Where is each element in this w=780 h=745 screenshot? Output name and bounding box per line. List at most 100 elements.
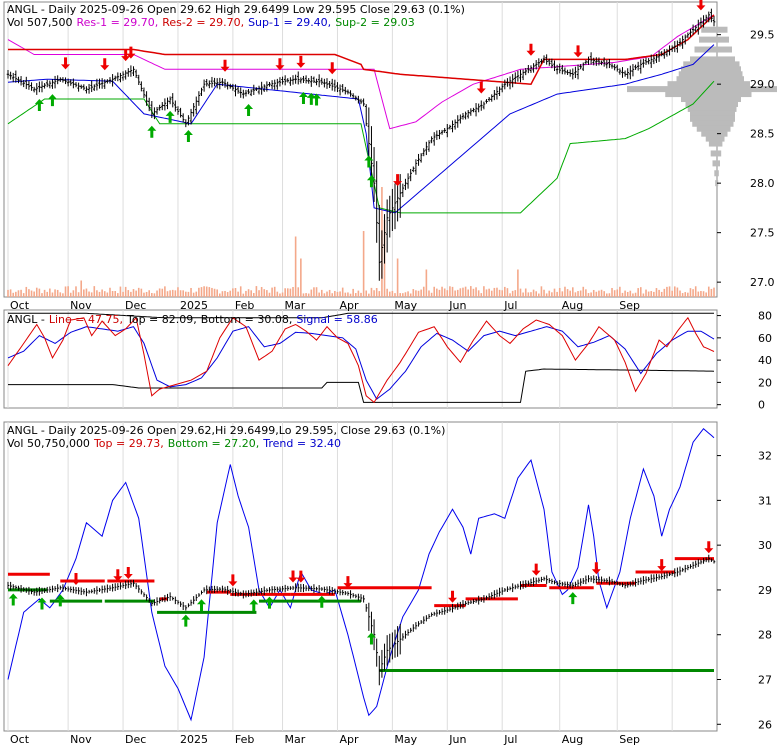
volume-bar bbox=[483, 286, 485, 297]
volume-profile-bar-ext bbox=[717, 86, 777, 93]
volume-profile-bar-ext bbox=[717, 105, 737, 112]
volume-bar bbox=[700, 290, 702, 297]
volume-bar bbox=[347, 292, 349, 297]
volume-bar bbox=[156, 290, 158, 297]
volume-bar bbox=[425, 269, 428, 297]
volume-bar bbox=[713, 287, 715, 297]
volume-bar bbox=[357, 290, 360, 297]
price-y-tick-label: 27.0 bbox=[750, 276, 775, 289]
volume-bar bbox=[239, 286, 242, 297]
volume-bar bbox=[600, 289, 603, 297]
volume-bar bbox=[54, 289, 56, 297]
volume-bar bbox=[456, 289, 459, 297]
volume-bar bbox=[182, 290, 184, 297]
volume-bar bbox=[67, 286, 69, 297]
volume-bar bbox=[404, 292, 407, 297]
volume-bar bbox=[216, 289, 218, 297]
volume-bar bbox=[30, 290, 33, 297]
volume-bar bbox=[488, 288, 490, 297]
volume-bar bbox=[436, 288, 438, 297]
volume-bar bbox=[289, 288, 292, 297]
trend-buy-arrow bbox=[37, 597, 47, 610]
volume-bar bbox=[190, 287, 192, 297]
volume-bar bbox=[592, 289, 595, 297]
stoch-header: ANGL - Line = 47.75, Top = 82.09, Bottom = … bbox=[7, 313, 378, 326]
volume-bar bbox=[69, 292, 72, 297]
buy-signal-arrow bbox=[147, 125, 157, 138]
buy-signal-arrow bbox=[366, 175, 376, 188]
trend-buy-arrow bbox=[55, 594, 65, 607]
volume-bar bbox=[130, 291, 132, 297]
volume-bar bbox=[501, 290, 503, 297]
volume-bar bbox=[35, 287, 38, 297]
volume-bar bbox=[564, 286, 566, 297]
volume-bar bbox=[77, 292, 80, 297]
volume-bar bbox=[83, 289, 85, 297]
trend-buy-arrow bbox=[8, 593, 18, 606]
price-y-tick-label: 29.0 bbox=[750, 78, 775, 91]
sell-signal-arrow bbox=[327, 62, 337, 75]
volume-profile-bar-ext bbox=[717, 96, 741, 103]
volume-bar bbox=[151, 293, 153, 297]
volume-bar bbox=[56, 289, 59, 297]
volume-bar bbox=[710, 288, 713, 297]
trend-x-tick-label: Nov bbox=[70, 733, 92, 745]
volume-bar bbox=[318, 292, 320, 297]
volume-bar bbox=[422, 286, 425, 297]
volume-bar bbox=[9, 289, 12, 297]
volume-bar bbox=[548, 290, 551, 297]
volume-bar bbox=[331, 293, 334, 297]
volume-bar bbox=[20, 289, 22, 297]
volume-bar bbox=[117, 293, 119, 297]
volume-bar bbox=[25, 286, 28, 297]
volume-bar bbox=[632, 293, 634, 297]
volume-bar bbox=[169, 290, 171, 297]
volume-bar bbox=[538, 293, 540, 297]
volume-bar bbox=[694, 286, 697, 297]
volume-bar bbox=[250, 290, 252, 297]
volume-bar bbox=[605, 293, 608, 297]
volume-bar bbox=[203, 286, 205, 297]
volume-bar bbox=[315, 287, 318, 297]
header-part: Signal = 58.86 bbox=[296, 313, 378, 326]
volume-bar bbox=[590, 292, 592, 297]
volume-bar bbox=[579, 290, 582, 297]
volume-bar bbox=[532, 289, 535, 297]
volume-bar bbox=[629, 290, 632, 297]
trend-y-tick-label: 29 bbox=[758, 584, 772, 597]
volume-bar bbox=[143, 292, 145, 297]
volume-bar bbox=[164, 286, 166, 297]
volume-bar bbox=[454, 290, 456, 297]
buy-signal-arrow bbox=[306, 92, 316, 105]
trend-sell-arrow bbox=[71, 573, 81, 586]
volume-bar bbox=[490, 290, 493, 297]
sell-signal-arrow bbox=[476, 81, 486, 94]
buy-signal-arrow bbox=[34, 99, 44, 112]
volume-bar bbox=[451, 286, 454, 297]
volume-profile-bar-ext bbox=[717, 140, 723, 147]
buy-signal-arrow bbox=[244, 103, 254, 116]
volume-bar bbox=[373, 290, 375, 297]
volume-bar bbox=[634, 292, 637, 297]
header-part: Sup-2 = 29.03 bbox=[335, 16, 415, 29]
price-x-tick-label: May bbox=[394, 299, 417, 312]
volume-bar bbox=[88, 291, 90, 297]
header-part: Line = 47.75, bbox=[49, 313, 123, 326]
volume-bar bbox=[234, 288, 237, 297]
volume-bar bbox=[59, 292, 62, 297]
volume-bar bbox=[85, 288, 88, 297]
volume-bar bbox=[666, 286, 668, 297]
volume-bar bbox=[530, 292, 532, 297]
volume-bar bbox=[485, 289, 488, 297]
sell-signal-arrow bbox=[275, 58, 285, 71]
volume-bar bbox=[480, 293, 483, 297]
trend-sell-arrow bbox=[343, 576, 353, 589]
volume-bar bbox=[608, 293, 611, 297]
volume-bar bbox=[388, 291, 391, 297]
volume-bar bbox=[354, 293, 357, 297]
volume-bar bbox=[639, 287, 642, 297]
volume-bar bbox=[467, 289, 470, 297]
volume-bar bbox=[647, 291, 650, 297]
header-part: Sup-1 = 29.40, bbox=[248, 16, 331, 29]
